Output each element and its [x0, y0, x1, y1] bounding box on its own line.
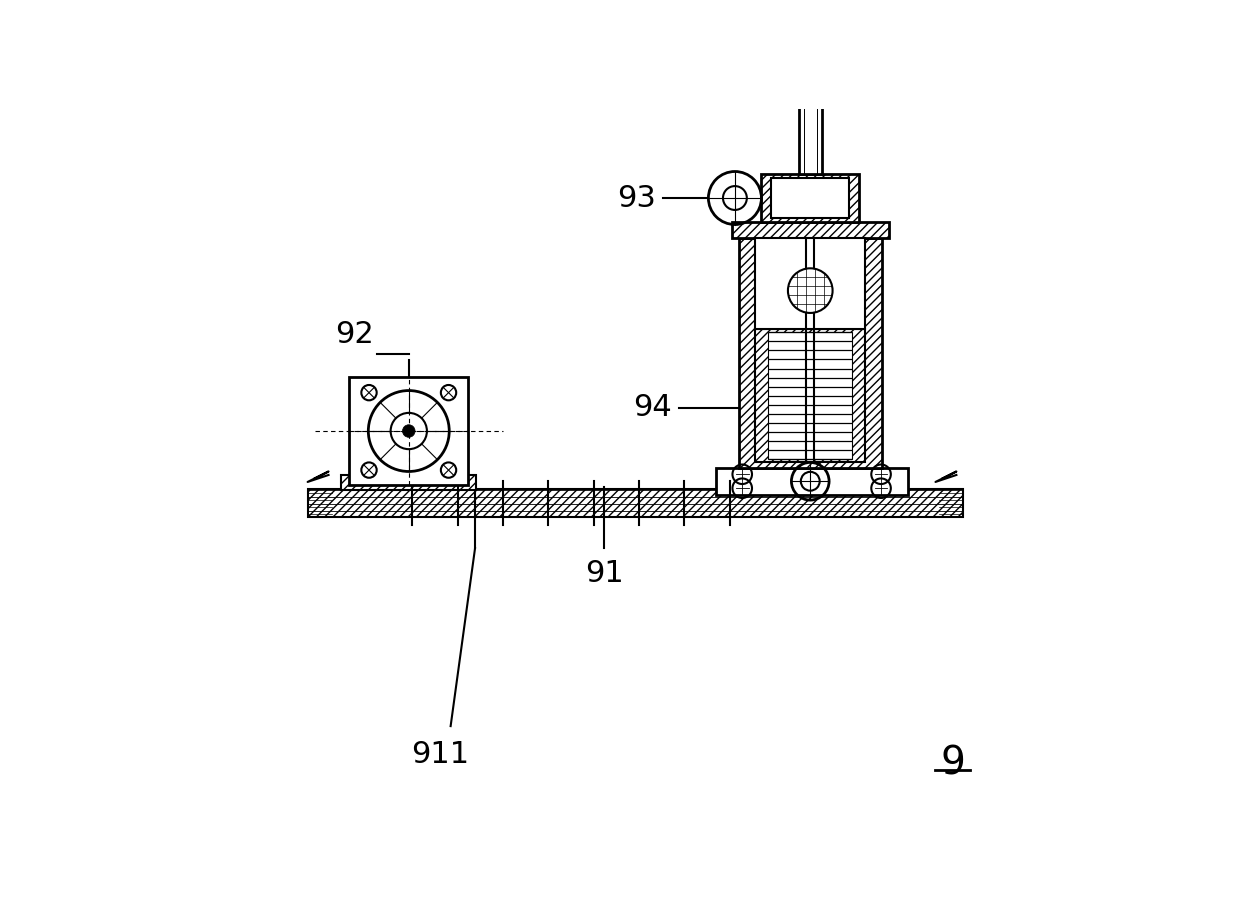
Bar: [755, 237, 866, 329]
Circle shape: [403, 425, 415, 438]
Text: 93: 93: [618, 184, 656, 213]
Bar: [796, 9, 825, 20]
Bar: [341, 475, 476, 490]
Text: 911: 911: [412, 740, 469, 769]
Text: 92: 92: [335, 321, 374, 350]
Bar: [768, 333, 852, 459]
Text: 94: 94: [634, 393, 672, 422]
Text: 91: 91: [585, 559, 624, 588]
Bar: [739, 237, 882, 468]
Bar: [308, 489, 963, 516]
Bar: [715, 468, 908, 495]
Bar: [771, 178, 849, 218]
Bar: [732, 223, 889, 237]
Bar: [761, 174, 859, 223]
Text: 9: 9: [940, 744, 966, 782]
Bar: [799, 20, 822, 174]
Bar: [755, 329, 866, 462]
Bar: [350, 377, 467, 486]
